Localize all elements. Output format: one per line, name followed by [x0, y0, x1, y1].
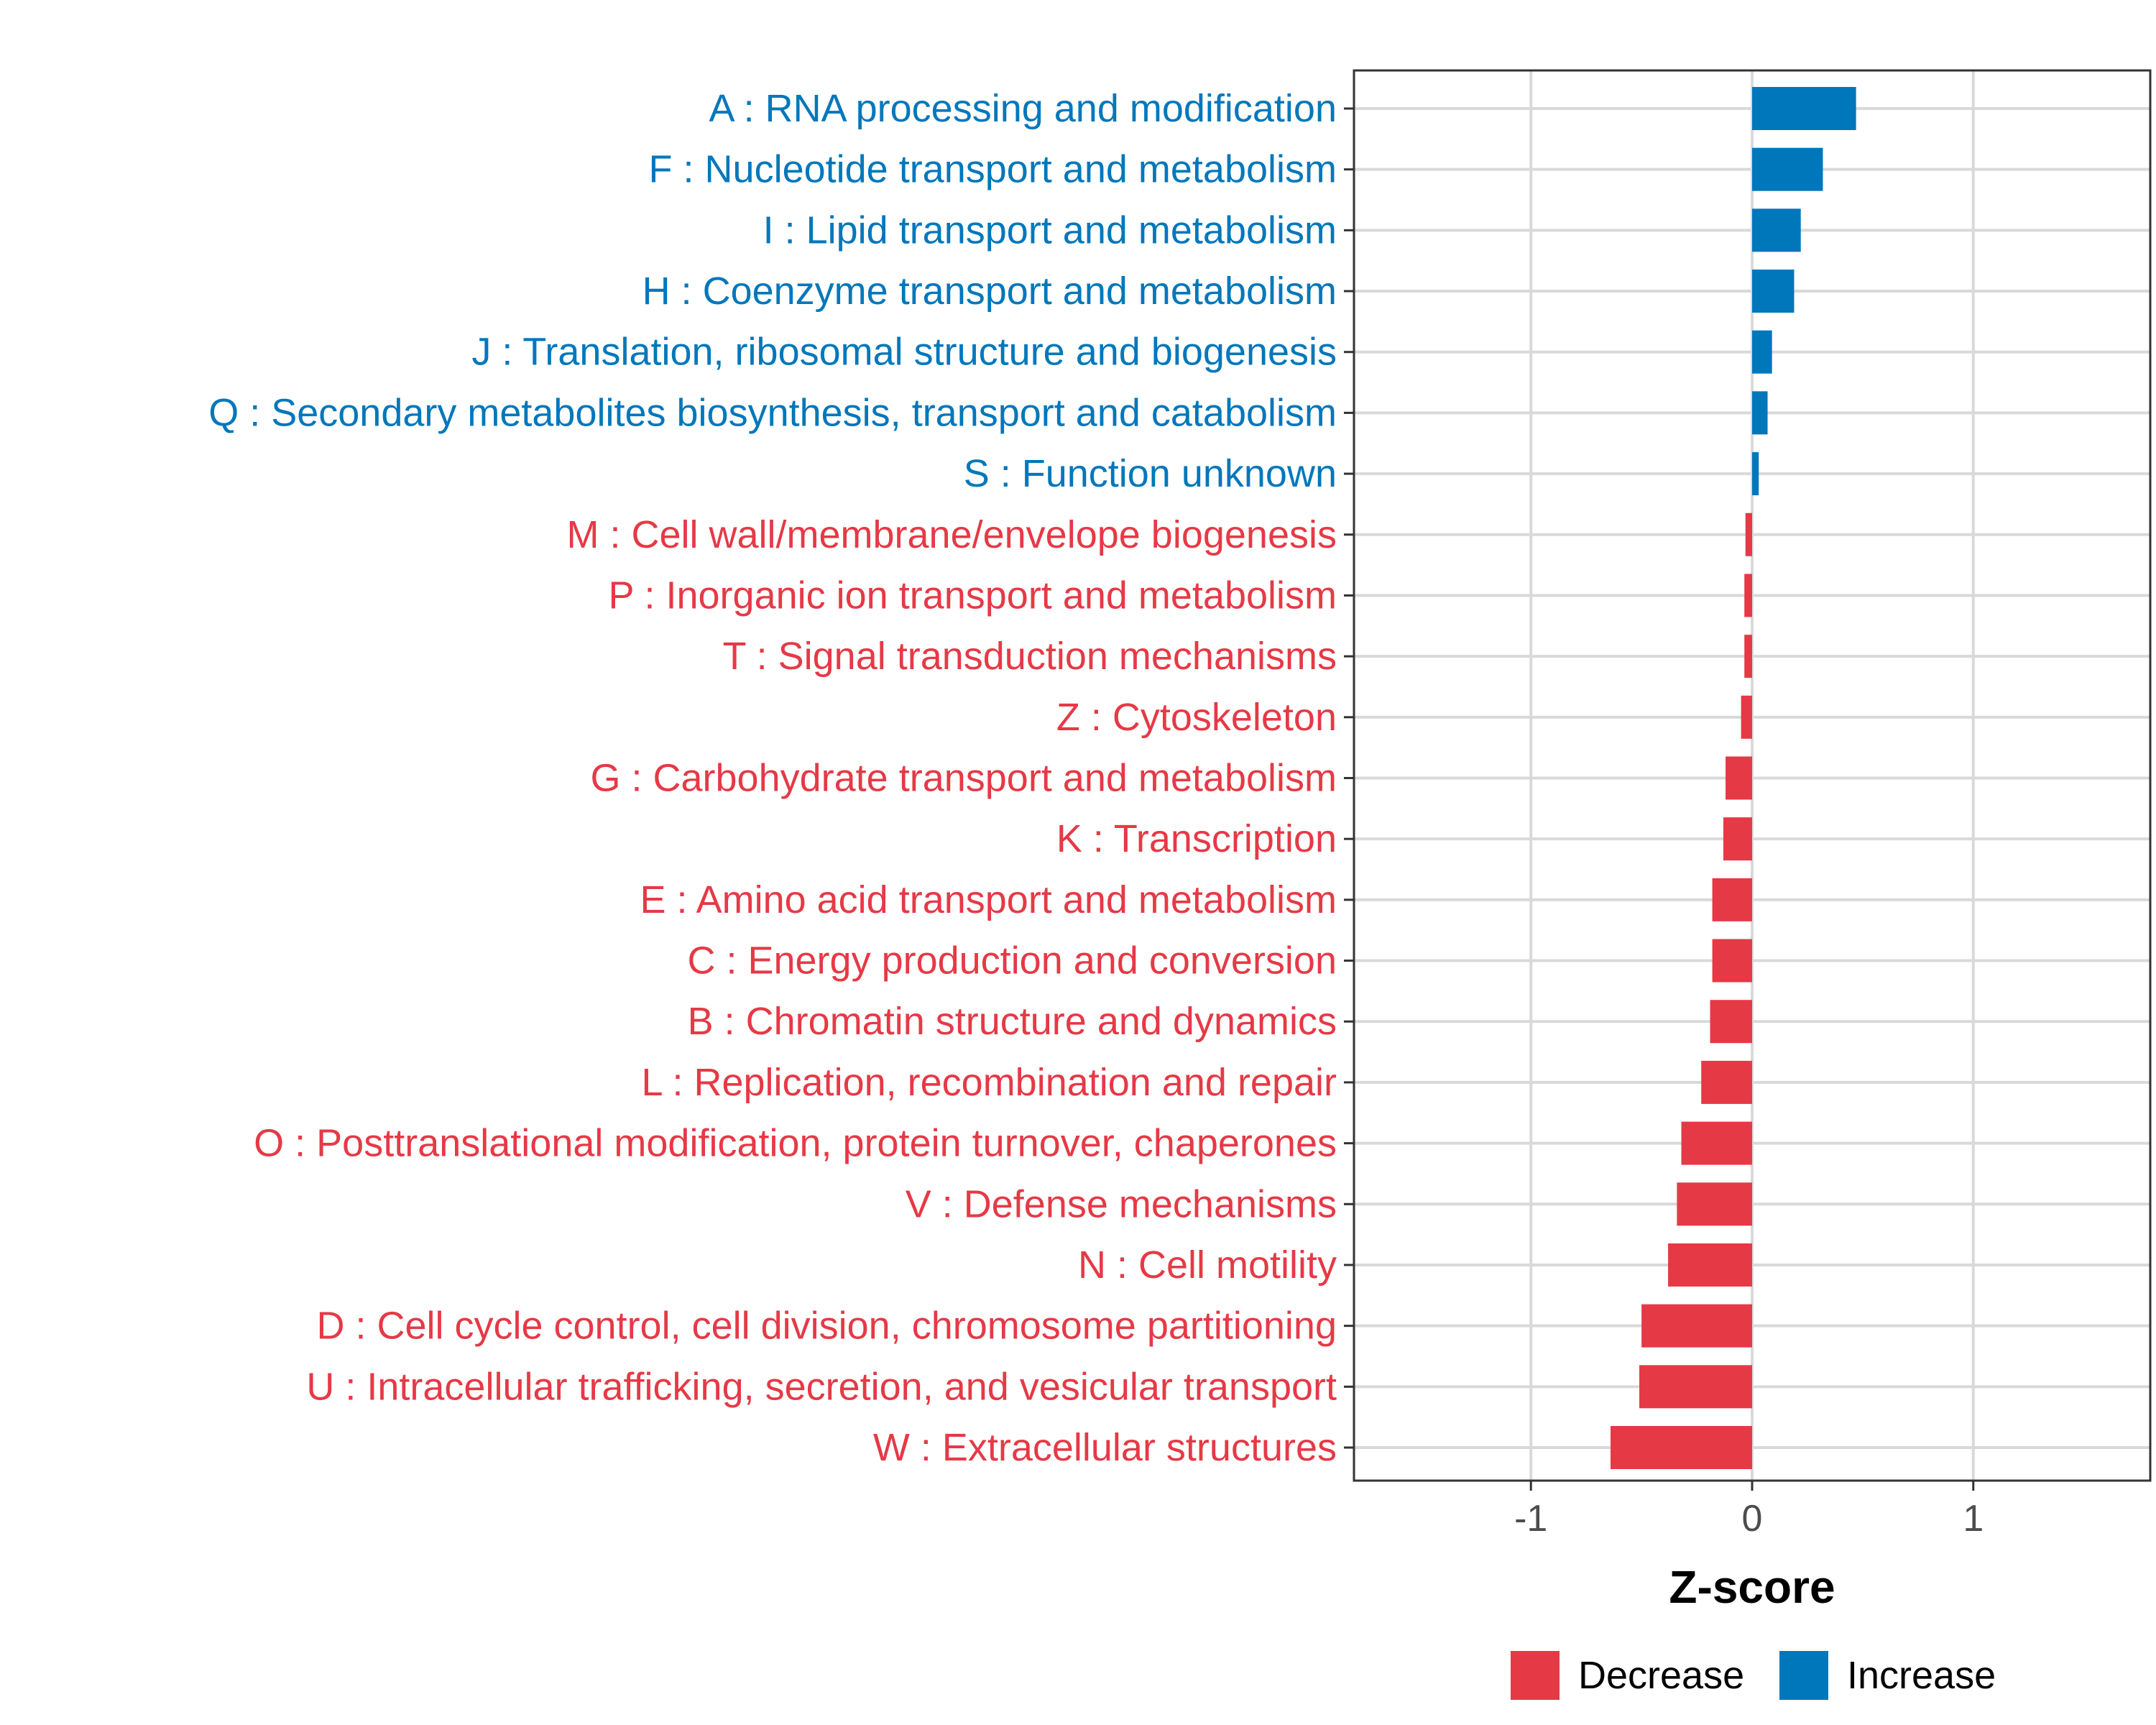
- bar-2: [1752, 208, 1801, 252]
- category-label-4: J : Translation, ribosomal structure and…: [471, 331, 1337, 374]
- bar-22: [1611, 1426, 1752, 1469]
- category-label-21: U : Intracellular trafficking, secretion…: [306, 1365, 1337, 1408]
- legend-swatch-decrease: [1511, 1651, 1560, 1700]
- bar-8: [1744, 574, 1752, 617]
- category-label-2: I : Lipid transport and metabolism: [763, 208, 1337, 252]
- bar-19: [1668, 1243, 1752, 1287]
- bar-18: [1677, 1182, 1752, 1226]
- bar-20: [1641, 1304, 1752, 1348]
- bar-6: [1752, 452, 1759, 496]
- y-axis-ticks: [1344, 107, 1354, 1449]
- bar-15: [1710, 1000, 1752, 1044]
- x-axis-title: Z-score: [1669, 1561, 1835, 1613]
- category-label-3: H : Coenzyme transport and metabolism: [642, 270, 1337, 313]
- x-tick-label-0: -1: [1514, 1498, 1547, 1540]
- category-label-13: E : Amino acid transport and metabolism: [640, 878, 1337, 921]
- category-label-19: N : Cell motility: [1078, 1243, 1337, 1287]
- bar-1: [1752, 147, 1823, 191]
- bar-0: [1752, 87, 1856, 130]
- bar-13: [1712, 878, 1752, 921]
- category-label-10: Z : Cytoskeleton: [1056, 696, 1337, 739]
- bar-10: [1741, 695, 1752, 739]
- x-tick-label-1: 0: [1742, 1498, 1763, 1540]
- category-label-7: M : Cell wall/membrane/envelope biogenes…: [566, 513, 1337, 556]
- category-label-16: L : Replication, recombination and repai…: [641, 1061, 1337, 1104]
- legend-swatch-increase: [1779, 1651, 1828, 1700]
- bar-12: [1723, 817, 1752, 861]
- legend-label-decrease: Decrease: [1578, 1654, 1744, 1697]
- category-label-6: S : Function unknown: [964, 452, 1337, 495]
- category-label-14: C : Energy production and conversion: [687, 939, 1337, 983]
- legend-label-increase: Increase: [1847, 1654, 1996, 1697]
- bar-3: [1752, 270, 1795, 313]
- x-axis-ticks: -1 0 1: [1514, 1481, 1984, 1540]
- category-label-5: Q : Secondary metabolites biosynthesis, …: [208, 391, 1337, 434]
- category-label-20: D : Cell cycle control, cell division, c…: [316, 1305, 1337, 1348]
- category-label-0: A : RNA processing and modification: [709, 87, 1337, 130]
- category-label-15: B : Chromatin structure and dynamics: [688, 1000, 1337, 1043]
- category-label-17: O : Posttranslational modification, prot…: [254, 1122, 1337, 1165]
- category-label-1: F : Nucleotide transport and metabolism: [649, 148, 1337, 191]
- category-label-18: V : Defense mechanisms: [906, 1182, 1337, 1225]
- bar-7: [1745, 512, 1752, 556]
- bar-4: [1752, 330, 1772, 374]
- bar-9: [1744, 635, 1752, 678]
- bar-11: [1726, 756, 1752, 800]
- legend: Decrease Increase: [1511, 1651, 1996, 1700]
- x-tick-label-2: 1: [1963, 1498, 1984, 1540]
- category-label-11: G : Carbohydrate transport and metabolis…: [591, 757, 1337, 800]
- category-label-12: K : Transcription: [1056, 817, 1337, 860]
- bar-16: [1701, 1060, 1752, 1104]
- bar-17: [1681, 1121, 1752, 1165]
- category-label-8: P : Inorganic ion transport and metaboli…: [608, 574, 1337, 617]
- category-label-22: W : Extracellular structures: [873, 1426, 1337, 1469]
- category-label-9: T : Signal transduction mechanisms: [723, 635, 1337, 678]
- bar-14: [1712, 939, 1752, 983]
- category-labels: A : RNA processing and modification F : N…: [208, 87, 1337, 1469]
- bar-5: [1752, 391, 1768, 435]
- bars: [1611, 87, 1856, 1469]
- bar-21: [1639, 1365, 1752, 1409]
